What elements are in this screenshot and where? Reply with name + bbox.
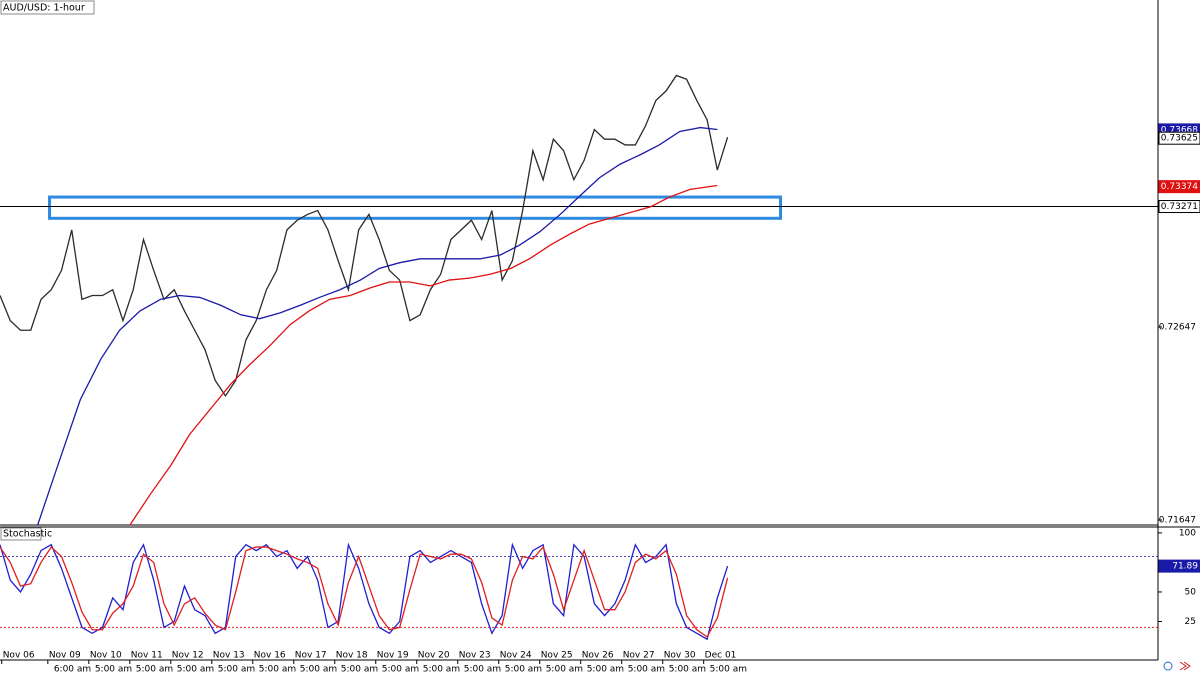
- x-tick-time: 6:00 am: [54, 665, 91, 675]
- price-tag-label: 71.89: [1172, 562, 1198, 572]
- title-box: [0, 0, 95, 15]
- price-tag: [1158, 180, 1200, 194]
- x-tick-time: 5:00 am: [218, 665, 255, 675]
- x-tick-label: Nov 25: [541, 651, 573, 661]
- price-tag: [1158, 131, 1200, 145]
- series-line: [0, 74, 729, 398]
- x-tick-label: Nov 13: [213, 651, 245, 661]
- y-tick-label: 25: [1185, 617, 1196, 627]
- x-tick-time: 5:00 am: [95, 665, 132, 675]
- zone-box: [48, 195, 783, 220]
- price-tag-label: 0.73374: [1161, 182, 1198, 192]
- x-tick-label: Nov 10: [90, 651, 122, 661]
- y-tick-label: 0.72647: [1159, 322, 1196, 332]
- series-line: [129, 184, 718, 526]
- x-tick-label: Nov 27: [623, 651, 655, 661]
- x-tick-time: 5:00 am: [177, 665, 214, 675]
- series-line: [36, 126, 718, 526]
- x-tick-time: 5:00 am: [136, 665, 173, 675]
- price-tag-label: 0.73668: [1161, 125, 1198, 135]
- title-box: [0, 527, 42, 541]
- x-tick-label: Nov 23: [459, 651, 491, 661]
- x-tick-label: Nov 11: [131, 651, 163, 661]
- price-tag-label: 0.73625: [1161, 134, 1198, 144]
- price-tag: [1158, 200, 1200, 214]
- x-tick-time: 5:00 am: [505, 665, 542, 675]
- x-tick-label: Nov 09: [49, 651, 81, 661]
- x-tick-label: Nov 19: [377, 651, 409, 661]
- x-tick-time: 5:00 am: [259, 665, 296, 675]
- y-tick-label: 0.71647: [1159, 515, 1196, 525]
- chart-title: AUD/USD: 1-hour: [3, 3, 85, 14]
- x-tick-time: 5:00 am: [669, 665, 706, 675]
- y-tick-label: 50: [1185, 587, 1197, 597]
- x-tick-time: 5:00 am: [464, 665, 501, 675]
- x-tick-time: 5:00 am: [546, 665, 583, 675]
- x-tick-time: 5:00 am: [382, 665, 419, 675]
- x-tick-label: Nov 24: [500, 651, 532, 661]
- series-line: [0, 542, 729, 641]
- x-tick-label: Nov 18: [336, 651, 368, 661]
- series-line: [0, 545, 729, 638]
- x-tick-time: 5:00 am: [341, 665, 378, 675]
- x-tick-time: 5:00 am: [710, 665, 747, 675]
- x-tick-label: Nov 12: [172, 651, 204, 661]
- x-tick-label: Nov 17: [295, 651, 327, 661]
- x-tick-label: Nov 06: [3, 651, 35, 661]
- link-icon[interactable]: [1163, 661, 1173, 671]
- x-tick-time: 5:00 am: [300, 665, 337, 675]
- price-tag: [1158, 559, 1200, 573]
- x-tick-time: 5:00 am: [423, 665, 460, 675]
- x-tick-time: 5:00 am: [628, 665, 665, 675]
- x-tick-label: Nov 20: [418, 651, 450, 661]
- arrow-icon[interactable]: [1179, 661, 1191, 671]
- indicator-title: Stochastic: [3, 529, 52, 540]
- x-tick-label: Nov 26: [582, 651, 614, 661]
- x-tick-label: Nov 30: [664, 651, 696, 661]
- x-tick-time: 5:00 am: [587, 665, 624, 675]
- price-tag-label: 0.73271: [1161, 202, 1198, 212]
- y-tick-label: 100: [1179, 528, 1196, 538]
- x-tick-label: Dec 01: [705, 651, 737, 661]
- x-tick-label: Nov 16: [254, 651, 286, 661]
- toolbar-icons[interactable]: [1163, 661, 1191, 671]
